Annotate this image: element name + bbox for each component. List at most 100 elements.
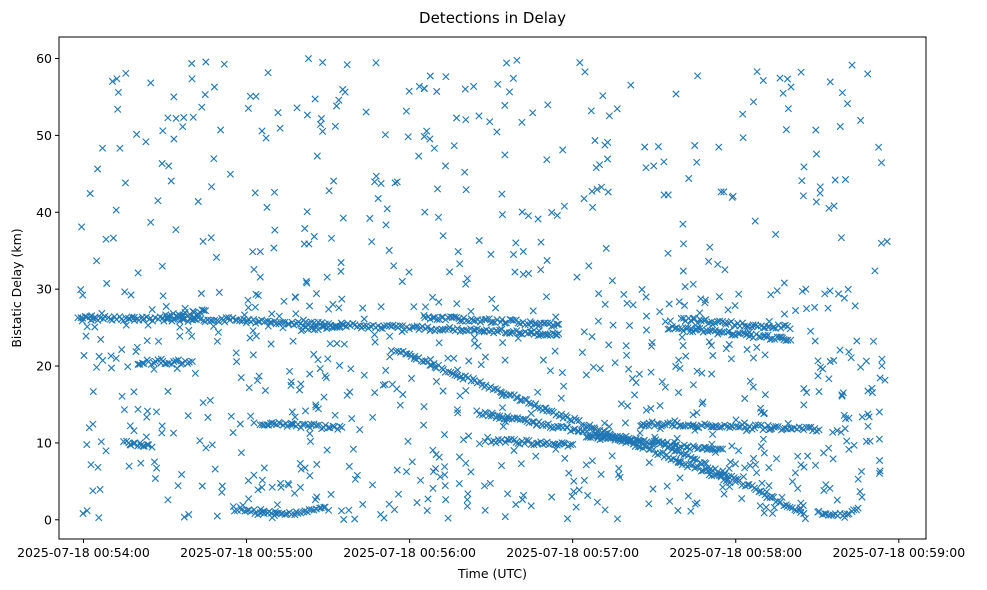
detection-point-1244 — [604, 188, 612, 196]
detection-point-1521 — [749, 454, 758, 463]
detection-point-1336 — [385, 246, 393, 254]
detection-point-1886 — [739, 110, 747, 118]
detection-point-1366 — [862, 357, 870, 365]
detection-point-1492 — [622, 432, 630, 440]
detection-point-1619 — [453, 406, 461, 414]
detection-point-1292 — [693, 409, 701, 417]
detection-point-1802 — [749, 383, 757, 391]
detection-point-1523 — [765, 482, 773, 490]
detection-point-452 — [714, 468, 722, 476]
detection-point-1307 — [741, 464, 749, 472]
detection-point-1628 — [542, 293, 551, 301]
detection-point-1648 — [509, 250, 518, 259]
detection-point-1112 — [746, 377, 754, 385]
detection-point-1419 — [126, 440, 134, 449]
detection-point-1466 — [288, 408, 296, 416]
detection-point-210 — [549, 329, 557, 337]
detection-point-1051 — [689, 280, 697, 288]
detection-point-1560 — [572, 503, 580, 511]
detection-point-1450 — [661, 383, 669, 391]
detection-point-1595 — [749, 98, 758, 106]
detection-point-1345 — [158, 422, 166, 430]
detection-point-1656 — [327, 234, 336, 242]
detection-point-155 — [424, 323, 432, 331]
detection-point-1000 — [325, 506, 333, 514]
detection-point-872 — [549, 440, 557, 448]
detection-point-508 — [716, 317, 724, 325]
detection-point-1174 — [120, 406, 128, 414]
detection-point-522 — [748, 323, 756, 331]
detection-point-1149 — [509, 74, 517, 82]
detection-point-1567 — [316, 365, 324, 373]
x-tick-label-3: 2025-07-18 00:57:00 — [506, 545, 639, 560]
detection-point-1214 — [765, 464, 773, 472]
detection-point-1032 — [803, 388, 811, 397]
detection-point-1131 — [268, 514, 276, 522]
detection-point-1472 — [207, 234, 215, 242]
detection-point-222 — [438, 313, 446, 321]
detection-point-1752 — [297, 380, 305, 388]
detection-point-646 — [668, 421, 676, 429]
detection-point-1240 — [481, 506, 489, 514]
detection-point-1691 — [170, 93, 178, 101]
detection-point-1870 — [672, 362, 680, 371]
detection-point-1201 — [851, 302, 859, 310]
detection-point-1276 — [465, 432, 473, 440]
detection-point-1474 — [292, 310, 300, 318]
detection-point-1649 — [215, 288, 223, 296]
detection-point-1525 — [79, 291, 87, 299]
detection-point-1817 — [505, 88, 514, 96]
detection-point-1374 — [623, 299, 631, 307]
detection-point-1148 — [800, 385, 808, 393]
detection-point-500 — [697, 317, 705, 325]
detection-point-1581 — [82, 332, 90, 340]
detection-point-1501 — [415, 82, 423, 90]
detection-point-620 — [312, 421, 320, 430]
detection-point-1360 — [260, 509, 268, 518]
detection-point-1376 — [656, 402, 664, 410]
detection-point-1705 — [157, 355, 165, 363]
detection-point-862 — [525, 437, 533, 445]
detection-point-165 — [446, 323, 454, 331]
y-tick-label-6: 60 — [36, 51, 52, 66]
detection-point-1239 — [255, 372, 263, 380]
detection-point-250 — [501, 319, 509, 327]
detection-point-1527 — [689, 411, 697, 419]
detection-point-1681 — [172, 226, 180, 234]
detection-point-1165 — [386, 353, 394, 361]
detection-point-1213 — [99, 356, 107, 364]
detection-point-1664 — [424, 495, 432, 503]
detection-point-1514 — [756, 404, 765, 412]
detection-point-1257 — [347, 365, 355, 373]
detection-point-1140 — [519, 247, 527, 256]
detection-point-1522 — [825, 375, 833, 383]
detection-point-1429 — [270, 188, 279, 196]
detection-point-1868 — [312, 403, 320, 411]
detection-point-1230 — [441, 482, 449, 490]
detection-point-1433 — [296, 483, 304, 491]
detection-point-1271 — [319, 127, 327, 135]
detection-point-1367 — [587, 107, 595, 115]
detection-point-1906 — [218, 488, 226, 496]
detection-point-547 — [679, 327, 687, 335]
detection-point-1270 — [83, 441, 91, 449]
detection-point-1056 — [671, 438, 679, 446]
detection-point-1238 — [264, 322, 272, 330]
detection-point-1017 — [850, 506, 858, 514]
detection-point-1453 — [772, 230, 780, 238]
detection-point-924 — [169, 309, 177, 318]
detection-point-1444 — [611, 359, 619, 367]
detection-point-567 — [725, 327, 733, 335]
detection-point-981 — [281, 510, 289, 518]
detection-point-1105 — [474, 342, 482, 350]
detection-point-1798 — [857, 467, 866, 476]
detection-point-1370 — [494, 80, 502, 88]
detection-point-1822 — [721, 471, 729, 479]
detection-point-1066 — [227, 412, 235, 420]
detection-point-1747 — [89, 420, 97, 428]
detection-point-1188 — [589, 363, 598, 371]
detection-point-1757 — [335, 304, 343, 312]
detection-point-1917 — [356, 426, 364, 434]
detection-point-1287 — [642, 326, 651, 334]
detection-point-959 — [230, 507, 239, 515]
